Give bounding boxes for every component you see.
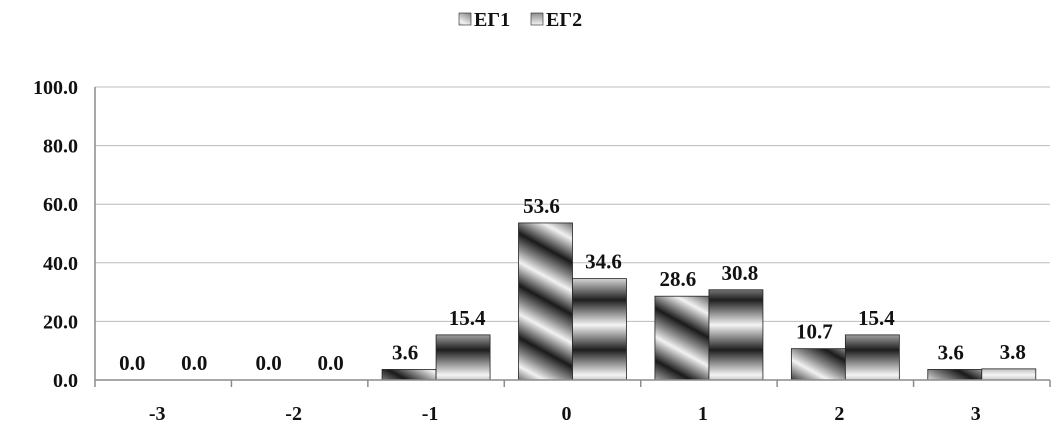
bar-series-2 [708, 289, 764, 381]
data-labels: 0.0 0.0 0.0 0.0 3.6 15.4 53.6 34.6 28.6 30.8 10.7 1… [119, 194, 1026, 375]
bar-series-1 [927, 369, 983, 381]
bar-series-1 [381, 369, 437, 381]
legend-swatch [530, 12, 544, 26]
bars [381, 222, 1037, 381]
data-label: 30.8 [722, 261, 759, 285]
bar-series-2 [981, 368, 1037, 381]
x-tick-label: 2 [834, 403, 844, 425]
data-label: 34.6 [585, 250, 622, 274]
bar-series-2 [435, 334, 491, 381]
y-tick-label: 60.0 [43, 194, 78, 216]
data-label: 0.0 [318, 351, 344, 375]
data-label: 28.6 [660, 267, 697, 291]
gridlines [95, 86, 1050, 322]
y-tick-label: 20.0 [43, 311, 78, 333]
y-tick-label: 100.0 [33, 77, 78, 99]
data-label: 0.0 [119, 351, 145, 375]
legend-label: ΕΓ2 [546, 9, 582, 31]
bar-series-1 [518, 222, 573, 381]
data-label: 3.6 [938, 340, 964, 364]
data-label: 3.8 [1000, 340, 1026, 364]
y-axis: 0.0 20.0 40.0 60.0 80.0 100.0 [33, 77, 96, 392]
legend-label: ΕΓ1 [474, 9, 510, 31]
bar-series-1 [790, 348, 846, 381]
x-axis: -3 -2 -1 0 1 2 3 [94, 379, 1051, 425]
bar-series-1 [654, 295, 710, 381]
data-label: 15.4 [858, 306, 895, 330]
data-label: 0.0 [181, 351, 207, 375]
legend: ΕΓ1 ΕΓ2 [458, 9, 582, 31]
y-tick-label: 0.0 [53, 370, 78, 392]
data-label: 3.6 [392, 340, 418, 364]
y-tick-label: 80.0 [43, 136, 78, 158]
x-tick-label: -3 [149, 403, 166, 425]
x-tick-label: 3 [971, 403, 981, 425]
data-label: 15.4 [449, 306, 486, 330]
bar-series-2 [844, 334, 900, 381]
x-tick-label: 1 [698, 403, 708, 425]
x-tick-label: -1 [422, 403, 439, 425]
data-label: 0.0 [256, 351, 282, 375]
x-tick-label: -2 [285, 403, 302, 425]
data-label: 10.7 [796, 320, 833, 344]
data-label: 53.6 [523, 194, 560, 218]
legend-swatch [458, 12, 472, 26]
y-tick-label: 40.0 [43, 253, 78, 275]
bar-series-2 [572, 278, 627, 381]
x-tick-label: 0 [562, 403, 572, 425]
